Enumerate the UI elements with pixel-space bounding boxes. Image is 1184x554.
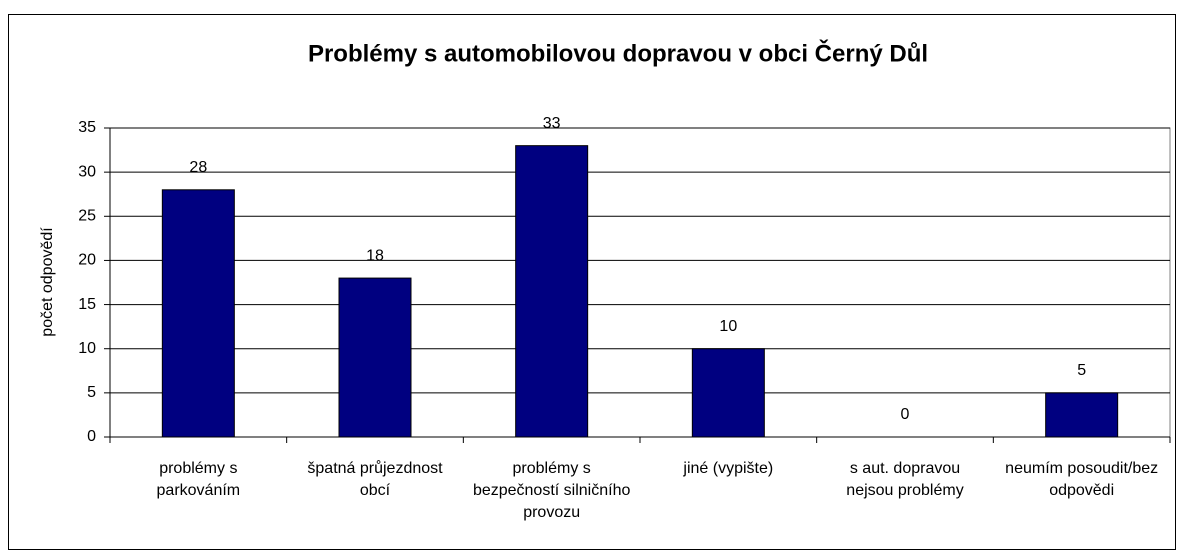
y-tick-label: 10 <box>78 340 96 357</box>
y-axis-label: počet odpovědí <box>39 227 56 337</box>
label-line: odpovědi <box>1049 482 1114 499</box>
y-tick-label: 20 <box>78 252 96 269</box>
value-label: 0 <box>901 406 910 423</box>
bar <box>1045 392 1119 438</box>
y-tick-label: 5 <box>87 384 96 401</box>
y-tick-label: 15 <box>78 296 96 313</box>
x-tick-label: špatná průjezdnost obcí <box>307 459 443 499</box>
bar <box>691 348 765 438</box>
label-line: neumím posoudit/bez <box>1005 460 1158 477</box>
value-label: 18 <box>366 247 384 264</box>
x-tick-label: problémy s bezpečností silničního provozu <box>473 460 631 521</box>
label-line: provozu <box>523 504 580 521</box>
chart-title: Problémy s automobilovou dopravou v obci… <box>308 39 928 67</box>
x-tick-label: problémy s parkováním <box>157 460 241 499</box>
y-tick-label: 25 <box>78 208 96 225</box>
label-line: jiné (vypište) <box>682 460 773 477</box>
x-tick-label: neumím posoudit/bez odpovědi <box>1005 460 1158 499</box>
label-line: nejsou problémy <box>846 482 963 499</box>
bar <box>515 145 589 438</box>
y-tick-label: 0 <box>87 428 96 445</box>
y-tick-label: 35 <box>78 119 96 136</box>
value-label: 33 <box>543 115 561 132</box>
label-line: obcí <box>360 482 391 499</box>
label-line: bezpečností silničního <box>473 482 631 499</box>
value-label: 5 <box>1077 362 1086 379</box>
label-line: s aut. dopravou <box>850 460 960 477</box>
value-label: 28 <box>189 159 207 176</box>
label-line: problémy s <box>159 460 237 477</box>
x-tick-label: s aut. dopravou nejsou problémy <box>846 460 963 499</box>
bar <box>161 189 235 438</box>
value-label: 10 <box>719 318 737 335</box>
label-line: problémy s <box>513 460 591 477</box>
label-line: parkováním <box>157 482 241 499</box>
bar <box>338 277 412 438</box>
y-tick-label: 30 <box>78 163 96 180</box>
x-tick-label: jiné (vypište) <box>682 460 773 477</box>
label-line: špatná průjezdnost <box>307 459 443 477</box>
